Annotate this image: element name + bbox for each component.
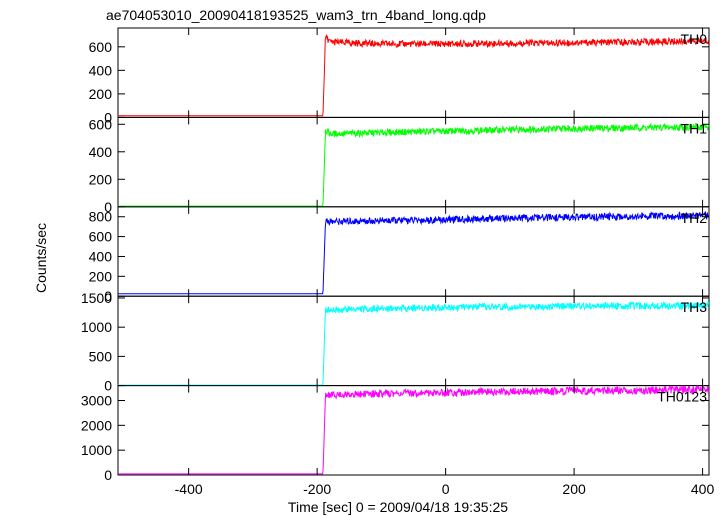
panel-th3: 0 500 1000 1500 TH3: [81, 290, 710, 394]
y-tick-label: 0: [104, 288, 112, 304]
panel-th1: 0 200 400 600 TH1: [89, 116, 710, 215]
y-tick-label: 200: [89, 171, 113, 187]
series-line-th0123: [118, 384, 710, 475]
y-tick-label: 500: [89, 348, 113, 364]
panel-th2: 0 200 400 600 800 TH2: [89, 206, 710, 304]
y-tick-label: 200: [89, 86, 113, 102]
y-tick-label: 600: [89, 116, 113, 132]
panel-label: TH2: [681, 210, 708, 226]
series-line-th2: [118, 210, 710, 295]
y-tick-label: 0: [104, 467, 112, 483]
y-tick-label: 3000: [81, 393, 112, 409]
series-line-th0: [118, 34, 710, 117]
y-tick-label: 400: [89, 144, 113, 160]
panel-th0123: 0 1000 2000 3000 TH0123: [81, 384, 710, 483]
panel-frame: [117, 385, 710, 476]
x-tick-label: 0: [442, 481, 450, 497]
y-tick-label: 600: [89, 229, 113, 245]
series-line-th1: [118, 122, 710, 207]
x-tick-label: 400: [691, 481, 715, 497]
chart-title: ae704053010_20090418193525_wam3_trn_4ban…: [106, 7, 486, 23]
series-line-th3: [118, 300, 710, 386]
panels: 0 200 400 600 TH0 0 200 400 600 TH1 0 200 400 600 800 T…: [81, 27, 710, 483]
y-tick-label: 400: [89, 62, 113, 78]
x-tick-label: -400: [175, 481, 203, 497]
panel-label: TH0: [681, 31, 708, 47]
panel-frame: [117, 206, 710, 297]
y-axis-label: Counts/sec: [33, 223, 49, 293]
y-tick-label: 0: [104, 199, 112, 215]
panel-th0: 0 200 400 600 TH0: [89, 27, 710, 125]
panel-label: TH0123: [657, 389, 707, 405]
x-tick-label: -200: [303, 481, 331, 497]
x-axis: -400 -200 0 200 400: [175, 481, 715, 497]
panel-label: TH3: [681, 299, 708, 315]
x-axis-label: Time [sec] 0 = 2009/04/18 19:35:25: [288, 499, 508, 515]
y-tick-label: 200: [89, 268, 113, 284]
y-tick-label: 600: [89, 39, 113, 55]
y-tick-label: 800: [89, 209, 113, 225]
panel-label: TH1: [681, 120, 708, 136]
y-tick-label: 0: [104, 378, 112, 394]
y-tick-label: 2000: [81, 417, 112, 433]
y-tick-label: 1000: [81, 442, 112, 458]
y-tick-label: 400: [89, 248, 113, 264]
y-tick-label: 1000: [81, 319, 112, 335]
y-tick-label: 0: [104, 109, 112, 125]
y-tick-label: 1500: [81, 290, 112, 306]
x-tick-label: 200: [562, 481, 586, 497]
